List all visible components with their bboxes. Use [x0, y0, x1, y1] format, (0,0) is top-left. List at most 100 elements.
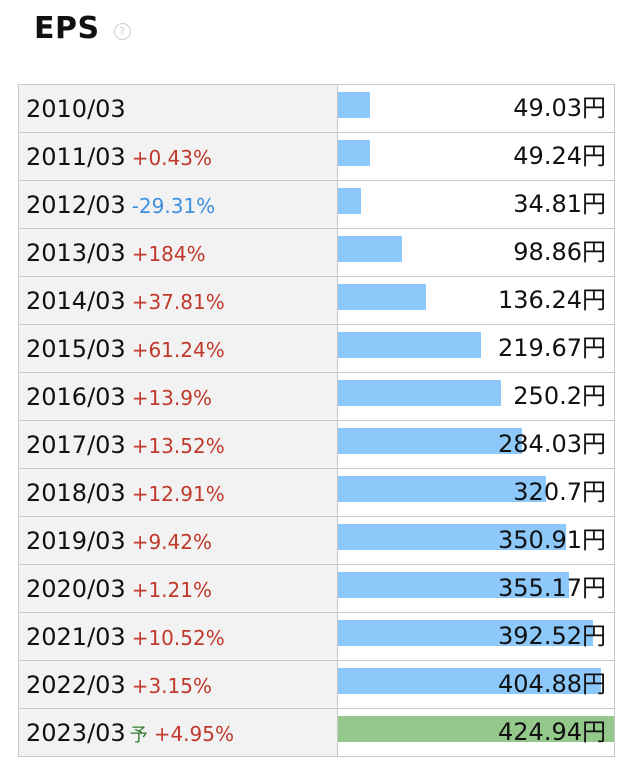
change-label: +184%	[131, 241, 206, 266]
change-label: +9.42%	[131, 529, 212, 554]
bar-cell: 49.03円	[337, 84, 615, 133]
row-label: 2019/03 +9.42%	[18, 516, 338, 565]
table-row: 2020/03 +1.21% 355.17円	[18, 564, 615, 613]
period-label: 2015/03	[26, 334, 126, 363]
eps-value-label: 98.86円	[513, 238, 606, 266]
question-circle-icon[interactable]: ?	[113, 22, 131, 40]
eps-bar	[338, 284, 426, 310]
chart-title: EPS	[34, 10, 100, 46]
period-label: 2022/03	[26, 670, 126, 699]
period-label: 2010/03	[26, 94, 126, 123]
table-row: 2010/03 49.03円	[18, 84, 615, 133]
table-row: 2023/03 予 +4.95% 424.94円	[18, 708, 615, 757]
eps-bar	[338, 668, 601, 694]
period-label: 2017/03	[26, 430, 126, 459]
period-label: 2014/03	[26, 286, 126, 315]
eps-value-label: 136.24円	[498, 286, 606, 314]
eps-bar	[338, 380, 501, 406]
row-label: 2021/03 +10.52%	[18, 612, 338, 661]
eps-value-label: 404.88円	[498, 670, 606, 698]
row-label: 2010/03	[18, 84, 338, 133]
bar-cell: 355.17円	[337, 564, 615, 613]
period-label: 2021/03	[26, 622, 126, 651]
row-label: 2017/03 +13.52%	[18, 420, 338, 469]
row-label: 2023/03 予 +4.95%	[18, 708, 338, 757]
table-row: 2021/03 +10.52% 392.52円	[18, 612, 615, 661]
change-label: +13.52%	[131, 433, 225, 458]
eps-value-label: 49.24円	[513, 142, 606, 170]
change-label: +61.24%	[131, 337, 225, 362]
bar-cell: 424.94円	[337, 708, 615, 757]
bar-cell: 392.52円	[337, 612, 615, 661]
change-label: +1.21%	[131, 577, 212, 602]
row-label: 2020/03 +1.21%	[18, 564, 338, 613]
table-row: 2016/03 +13.9% 250.2円	[18, 372, 615, 421]
period-label: 2012/03	[26, 190, 126, 219]
bar-cell: 350.91円	[337, 516, 615, 565]
change-label: +37.81%	[131, 289, 225, 314]
table-row: 2015/03 +61.24% 219.67円	[18, 324, 615, 373]
eps-bar	[338, 236, 402, 262]
row-label: 2018/03 +12.91%	[18, 468, 338, 517]
forecast-mark: 予	[129, 724, 148, 746]
change-label: +0.43%	[131, 145, 212, 170]
eps-value-label: 219.67円	[498, 334, 606, 362]
eps-value-label: 34.81円	[513, 190, 606, 218]
table-row: 2017/03 +13.52% 284.03円	[18, 420, 615, 469]
table-row: 2018/03 +12.91% 320.7円	[18, 468, 615, 517]
eps-bar	[338, 476, 546, 502]
change-label: +10.52%	[131, 625, 225, 650]
forecast-bar	[338, 716, 614, 742]
eps-bar	[338, 188, 361, 214]
chart-header: EPS ?	[34, 8, 131, 48]
change-label: +12.91%	[131, 481, 225, 506]
eps-value-label: 250.2円	[513, 382, 606, 410]
row-label: 2022/03 +3.15%	[18, 660, 338, 709]
period-label: 2016/03	[26, 382, 126, 411]
row-label: 2013/03 +184%	[18, 228, 338, 277]
eps-value-label: 350.91円	[498, 526, 606, 554]
bar-cell: 250.2円	[337, 372, 615, 421]
bar-cell: 49.24円	[337, 132, 615, 181]
eps-bar	[338, 524, 566, 550]
change-label: +13.9%	[131, 385, 212, 410]
table-row: 2011/03 +0.43% 49.24円	[18, 132, 615, 181]
change-label: +4.95%	[153, 721, 234, 746]
period-label: 2013/03	[26, 238, 126, 267]
eps-bar	[338, 92, 370, 118]
period-label: 2011/03	[26, 142, 126, 171]
eps-value-label: 355.17円	[498, 574, 606, 602]
eps-bar	[338, 332, 481, 358]
eps-value-label: 284.03円	[498, 430, 606, 458]
row-label: 2011/03 +0.43%	[18, 132, 338, 181]
eps-value-label: 424.94円	[498, 718, 606, 746]
bar-cell: 284.03円	[337, 420, 615, 469]
bar-cell: 34.81円	[337, 180, 615, 229]
bar-cell: 320.7円	[337, 468, 615, 517]
row-label: 2015/03 +61.24%	[18, 324, 338, 373]
table-row: 2013/03 +184% 98.86円	[18, 228, 615, 277]
eps-bar	[338, 620, 593, 646]
table-row: 2019/03 +9.42% 350.91円	[18, 516, 615, 565]
period-label: 2019/03	[26, 526, 126, 555]
table-row: 2022/03 +3.15% 404.88円	[18, 660, 615, 709]
row-label: 2012/03 -29.31%	[18, 180, 338, 229]
table-row: 2012/03 -29.31% 34.81円	[18, 180, 615, 229]
eps-bar	[338, 428, 522, 454]
bar-cell: 136.24円	[337, 276, 615, 325]
period-label: 2023/03	[26, 718, 126, 747]
eps-value-label: 392.52円	[498, 622, 606, 650]
table-row: 2014/03 +37.81% 136.24円	[18, 276, 615, 325]
period-label: 2018/03	[26, 478, 126, 507]
eps-bar	[338, 572, 569, 598]
period-label: 2020/03	[26, 574, 126, 603]
eps-bar	[338, 140, 370, 166]
eps-value-label: 49.03円	[513, 94, 606, 122]
change-label: -29.31%	[131, 193, 216, 218]
bar-cell: 404.88円	[337, 660, 615, 709]
eps-table: 2010/03 49.03円 2011/03 +0.43% 49.24円 2012/03-…	[18, 84, 615, 757]
bar-cell: 98.86円	[337, 228, 615, 277]
bar-cell: 219.67円	[337, 324, 615, 373]
row-label: 2014/03 +37.81%	[18, 276, 338, 325]
eps-value-label: 320.7円	[513, 478, 606, 506]
